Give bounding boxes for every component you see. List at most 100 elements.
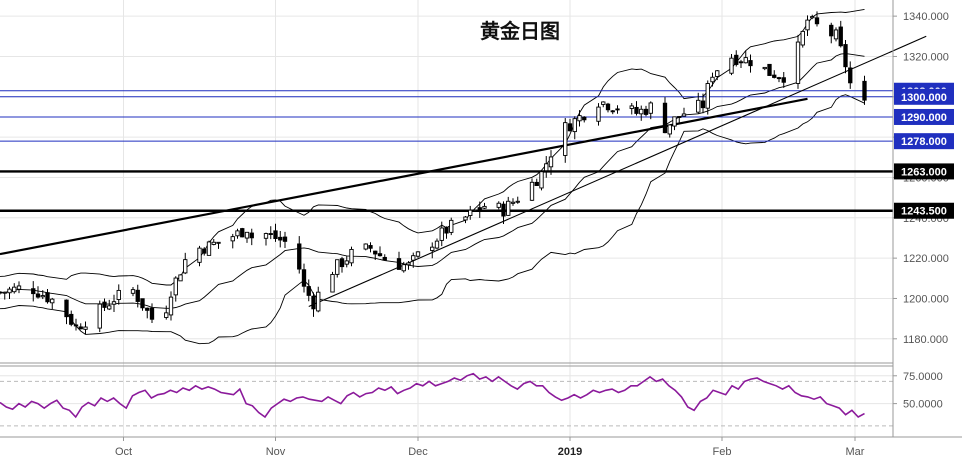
candle-body bbox=[344, 260, 349, 265]
candle bbox=[197, 245, 202, 267]
candle-body bbox=[230, 236, 235, 242]
candle-body bbox=[149, 307, 155, 320]
candle bbox=[396, 251, 402, 270]
candle bbox=[12, 283, 17, 294]
candle-body bbox=[843, 44, 848, 68]
candle bbox=[73, 318, 79, 331]
candle bbox=[715, 70, 720, 81]
candle-body bbox=[439, 227, 444, 241]
candle bbox=[7, 286, 12, 300]
candle bbox=[544, 156, 549, 178]
candle-body bbox=[434, 240, 440, 249]
candle bbox=[482, 202, 487, 209]
candle bbox=[249, 228, 254, 246]
candle-body bbox=[173, 277, 178, 296]
candle-body bbox=[249, 232, 254, 239]
candle bbox=[111, 294, 117, 313]
candle-body bbox=[415, 251, 421, 257]
candle-body bbox=[216, 241, 221, 244]
candle-body bbox=[577, 115, 582, 122]
candle bbox=[0, 291, 3, 295]
x-tick-label: Feb bbox=[713, 446, 732, 458]
candle bbox=[268, 226, 273, 240]
candle bbox=[368, 242, 373, 253]
rsi-tick-label: 50.0000 bbox=[903, 399, 943, 411]
candle-body bbox=[734, 54, 739, 65]
candle bbox=[843, 40, 848, 74]
candle bbox=[677, 116, 682, 124]
candle-body bbox=[330, 274, 335, 293]
candle-body bbox=[278, 236, 283, 241]
candle bbox=[643, 105, 649, 117]
candle-body bbox=[411, 255, 416, 261]
candle bbox=[601, 101, 606, 108]
candle bbox=[468, 205, 473, 220]
candle bbox=[235, 228, 240, 239]
candle-body bbox=[463, 216, 468, 221]
candle-body bbox=[444, 227, 449, 234]
level-label-box bbox=[894, 202, 954, 219]
candle-body bbox=[396, 258, 402, 270]
candle-body bbox=[50, 298, 55, 304]
candle-body bbox=[610, 110, 615, 113]
candle bbox=[729, 53, 734, 76]
candle bbox=[615, 105, 620, 114]
candle bbox=[230, 233, 235, 249]
candle-body bbox=[240, 228, 245, 238]
candle-body bbox=[848, 67, 853, 84]
candle-body bbox=[539, 171, 544, 189]
candle-body bbox=[206, 241, 212, 256]
candle bbox=[748, 54, 753, 73]
candle bbox=[696, 92, 701, 114]
candle-body bbox=[814, 17, 820, 25]
candle-body bbox=[111, 301, 117, 305]
y-tick-label: 1320.000 bbox=[903, 51, 949, 63]
candle bbox=[510, 198, 516, 206]
candle-body bbox=[130, 289, 136, 294]
level-label-box bbox=[894, 163, 954, 180]
candle-body bbox=[572, 118, 577, 133]
candle bbox=[800, 30, 805, 48]
candle bbox=[629, 103, 634, 115]
candle-body bbox=[282, 236, 288, 242]
candle-body bbox=[605, 103, 611, 111]
candle bbox=[2, 291, 7, 300]
candle bbox=[838, 20, 843, 48]
candle-body bbox=[829, 24, 834, 37]
candle bbox=[273, 223, 278, 242]
candle-body bbox=[83, 326, 88, 330]
candle bbox=[648, 101, 653, 120]
rsi-line bbox=[0, 372, 865, 419]
candle-body bbox=[639, 108, 644, 115]
candle-body bbox=[472, 209, 478, 212]
candle bbox=[339, 256, 345, 273]
candle-body bbox=[140, 298, 145, 309]
candle bbox=[829, 22, 834, 44]
candle bbox=[16, 281, 22, 294]
level-label: 1290.000 bbox=[901, 112, 947, 124]
candle-body bbox=[73, 324, 79, 327]
candle bbox=[529, 178, 535, 202]
candle bbox=[145, 307, 150, 319]
level-label-box bbox=[894, 108, 954, 125]
candle bbox=[349, 246, 354, 267]
candle-body bbox=[544, 163, 549, 172]
candle-body bbox=[748, 60, 753, 67]
candle bbox=[596, 103, 601, 126]
candle bbox=[810, 14, 815, 20]
candle bbox=[211, 239, 216, 246]
candle bbox=[776, 76, 782, 83]
level-label: 1243.500 bbox=[901, 206, 947, 218]
candle-body bbox=[373, 250, 378, 255]
candle-body bbox=[235, 230, 240, 237]
candle bbox=[501, 201, 506, 224]
candle bbox=[496, 201, 501, 210]
candle bbox=[297, 236, 302, 274]
candle bbox=[710, 72, 715, 87]
candle bbox=[344, 256, 349, 268]
candle-body bbox=[762, 66, 767, 70]
candle bbox=[743, 50, 748, 64]
candle bbox=[577, 110, 582, 127]
candle-body bbox=[183, 259, 188, 274]
